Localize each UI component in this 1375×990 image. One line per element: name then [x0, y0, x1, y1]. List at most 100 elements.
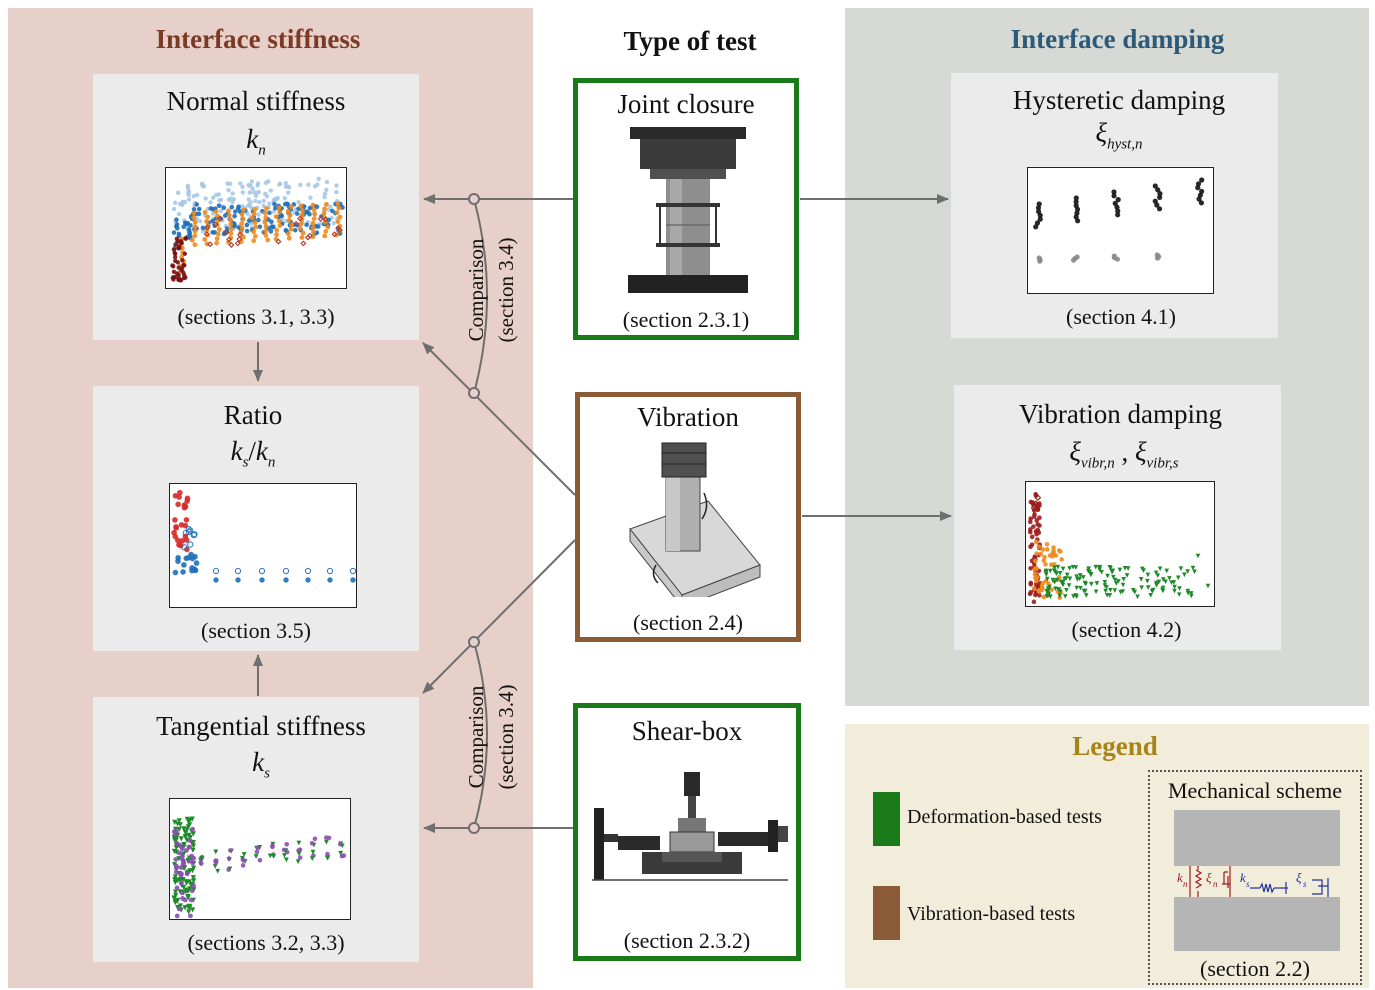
plot-point: [1035, 575, 1040, 580]
plot-point: [269, 224, 275, 229]
plot-point: [244, 222, 250, 228]
plot-point: [305, 210, 310, 215]
plot-point: [207, 241, 214, 248]
plot-point: [191, 215, 197, 221]
plot-point: [241, 858, 246, 863]
plot-point: [1073, 199, 1079, 205]
plot-point: [179, 538, 185, 544]
plot-point: [286, 235, 292, 241]
plot-point: [170, 263, 175, 268]
plot-point: [205, 214, 211, 220]
plot-point: [1033, 592, 1038, 598]
plot-point: [229, 204, 235, 210]
plot-point: [173, 849, 179, 855]
vibration-test-title: Vibration: [637, 402, 739, 432]
damping-header: Interface damping: [1010, 24, 1225, 54]
vibration-label: Vibration-based tests: [907, 903, 1076, 925]
plot-point: [1097, 567, 1102, 572]
plot-point: [335, 219, 341, 224]
vibration-damping-scatter: [1027, 491, 1211, 605]
plot-point: [189, 888, 195, 894]
plot-point: [176, 265, 181, 270]
plot-point: [1044, 547, 1050, 552]
plot-point: [1067, 566, 1072, 571]
plot-point: [270, 844, 275, 850]
plot-point: [1044, 572, 1049, 577]
plot-point: [172, 889, 179, 895]
plot-point: [286, 217, 292, 223]
ratio-scatter: [171, 489, 357, 583]
plot-point: [172, 837, 178, 843]
plot-point: [1056, 548, 1062, 553]
plot-point: [1105, 573, 1110, 579]
plot-point: [1063, 576, 1069, 581]
plot-point: [1205, 583, 1211, 589]
plot-point: [223, 229, 230, 236]
plot-point: [177, 889, 183, 895]
plot-point: [1094, 581, 1100, 586]
plot-point: [1064, 572, 1070, 578]
plot-point: [300, 230, 306, 236]
plot-point: [1153, 570, 1159, 576]
plot-point: [252, 206, 258, 212]
plot-point: [1131, 587, 1136, 593]
plot-point: [1097, 564, 1103, 570]
comparison-node: [468, 387, 480, 399]
plot-point: [299, 235, 305, 240]
plot-point: [1177, 586, 1182, 591]
plot-point: [1111, 193, 1117, 199]
plot-point: [1141, 568, 1146, 573]
plot-point: [1109, 569, 1115, 575]
plot-point: [213, 849, 219, 855]
hysteretic-damping-title: Hysteretic damping: [1012, 85, 1226, 115]
plot-point: [1102, 583, 1108, 588]
plot-point: [212, 221, 219, 228]
plot-point: [184, 546, 190, 553]
plot-point: [184, 826, 190, 832]
plot-point: [273, 214, 279, 219]
plot-point: [321, 211, 327, 216]
plot-point: [1178, 566, 1184, 571]
plot-point: [283, 180, 288, 186]
plot-point: [239, 855, 245, 861]
plot-point: [311, 229, 316, 235]
plot-point: [238, 181, 243, 186]
plot-point: [322, 191, 328, 196]
plot-point: [228, 235, 234, 241]
plot-point: [256, 212, 261, 217]
plot-point: [175, 558, 181, 565]
plot-point: [171, 206, 177, 212]
plot-point: [1121, 577, 1126, 582]
plot-point: [191, 531, 198, 538]
plot-point: [181, 858, 186, 864]
plot-point: [1198, 200, 1205, 206]
plot-point: [285, 208, 291, 214]
plot-point: [324, 187, 329, 192]
plot-point: [322, 206, 327, 212]
plot-point: [171, 529, 177, 536]
plot-point: [337, 214, 343, 220]
plot-point: [1185, 590, 1191, 596]
plot-point: [1039, 583, 1045, 589]
plot-point: [1156, 579, 1161, 585]
plot-point: [310, 849, 316, 855]
plot-point: [263, 228, 269, 234]
plot-point: [277, 223, 283, 228]
plot-point: [208, 206, 214, 211]
plot-point: [189, 853, 195, 859]
plot-point: [181, 275, 187, 281]
plot-point: [192, 553, 198, 560]
plot-point: [183, 517, 190, 523]
plot-point: [190, 875, 196, 881]
plot-point: [190, 831, 196, 837]
plot-point: [265, 237, 271, 243]
plot-point: [322, 233, 328, 239]
plot-point: [180, 199, 185, 205]
plot-point: [1074, 574, 1079, 579]
plot-point: [228, 181, 233, 186]
plot-point: [172, 879, 178, 886]
plot-point: [1032, 567, 1038, 572]
plot-point: [178, 865, 184, 870]
comparison-arc-top: [473, 198, 488, 394]
plot-point: [1031, 599, 1037, 605]
